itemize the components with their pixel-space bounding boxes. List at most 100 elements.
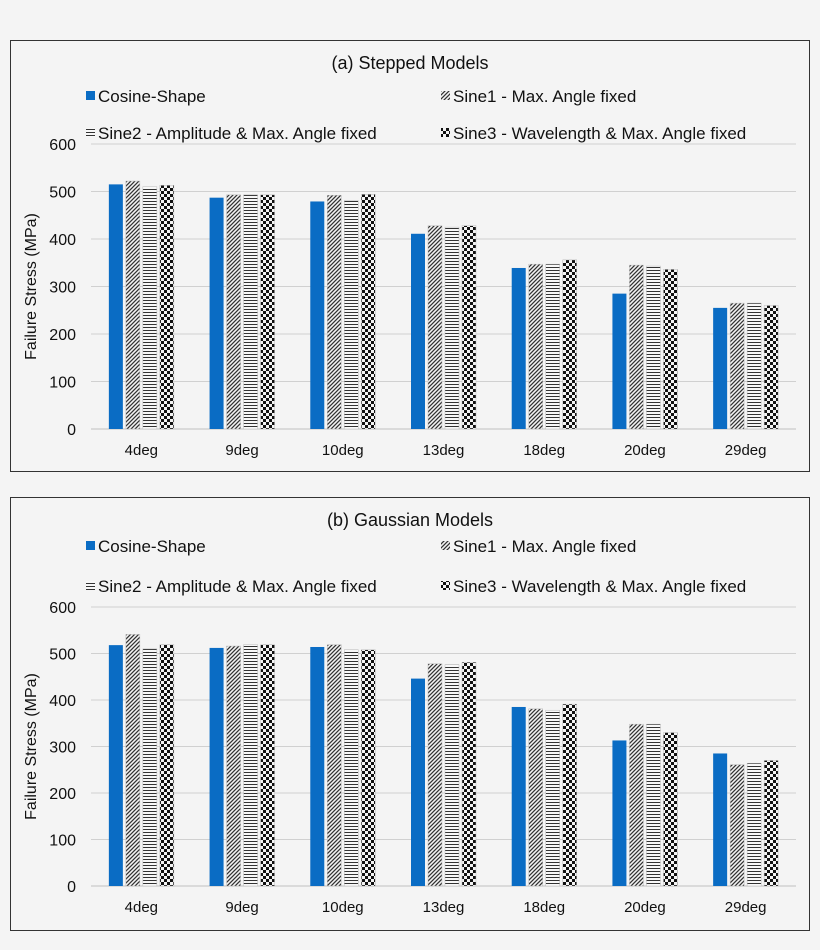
- bar-checkerboard: [763, 760, 779, 887]
- legend-label: Cosine-Shape: [98, 537, 206, 556]
- bar-diagonal-hatch: [729, 764, 745, 887]
- chart-panel-stepped: (a) Stepped Models Cosine-Shape Sine1 - Ma…: [10, 40, 810, 472]
- bar-checkerboard: [361, 649, 376, 887]
- chart-svg: (b) Gaussian Models Cosine-Shape Sine1 - M…: [23, 510, 796, 916]
- legend-swatch: [86, 128, 95, 137]
- bar-solid-blue: [209, 647, 224, 886]
- x-tick-label: 20deg: [624, 899, 666, 916]
- bar-checkerboard: [159, 644, 175, 887]
- y-tick-label: 0: [67, 422, 76, 439]
- bar-solid-blue: [511, 267, 526, 429]
- bar-solid-blue: [209, 197, 224, 429]
- bar-diagonal-hatch: [528, 708, 543, 887]
- bar-horizontal-lines: [142, 186, 158, 430]
- chart-panel-gaussian: (b) Gaussian Models Cosine-Shape Sine1 - M…: [10, 497, 810, 931]
- y-tick-label: 600: [49, 600, 76, 617]
- x-tick-label: 9deg: [225, 442, 258, 459]
- bar-solid-blue: [108, 184, 123, 429]
- bar-horizontal-lines: [344, 649, 359, 887]
- bar-checkerboard: [562, 703, 577, 887]
- bar-checkerboard: [461, 225, 477, 430]
- bar-diagonal-hatch: [629, 723, 644, 887]
- bar-diagonal-hatch: [729, 302, 745, 430]
- x-tick-label: 10deg: [322, 442, 364, 459]
- bar-solid-blue: [713, 753, 728, 886]
- bar-diagonal-hatch: [125, 634, 141, 887]
- bar-horizontal-lines: [344, 200, 359, 430]
- chart-title: (a) Stepped Models: [331, 53, 488, 73]
- y-tick-label: 200: [49, 327, 76, 344]
- bar-diagonal-hatch: [427, 663, 443, 887]
- bar-solid-blue: [612, 293, 627, 429]
- bar-horizontal-lines: [545, 263, 560, 430]
- bar-diagonal-hatch: [427, 225, 443, 430]
- legend-swatch: [441, 541, 450, 550]
- y-tick-label: 300: [49, 740, 76, 757]
- bar-solid-blue: [713, 307, 728, 429]
- bar-horizontal-lines: [444, 664, 460, 887]
- x-tick-label: 18deg: [523, 899, 565, 916]
- legend-label: Sine3 - Wavelength & Max. Angle fixed: [453, 124, 746, 143]
- x-tick-label: 13deg: [423, 899, 465, 916]
- legend-swatch: [441, 91, 450, 100]
- bar-solid-blue: [310, 646, 325, 886]
- y-tick-label: 100: [49, 833, 76, 850]
- bar-checkerboard: [562, 259, 577, 430]
- x-tick-label: 18deg: [523, 442, 565, 459]
- bar-checkerboard: [260, 644, 275, 887]
- legend-swatch: [86, 91, 95, 100]
- bar-horizontal-lines: [243, 194, 258, 430]
- legend-swatch: [441, 128, 450, 137]
- bar-checkerboard: [461, 662, 477, 887]
- bar-diagonal-hatch: [629, 264, 644, 430]
- x-tick-label: 10deg: [322, 899, 364, 916]
- y-tick-label: 500: [49, 185, 76, 202]
- y-tick-label: 600: [49, 137, 76, 154]
- bar-solid-blue: [511, 706, 526, 886]
- y-tick-label: 500: [49, 647, 76, 664]
- legend-label: Cosine-Shape: [98, 87, 206, 106]
- y-tick-label: 300: [49, 280, 76, 297]
- legend-label: Sine2 - Amplitude & Max. Angle fixed: [98, 124, 377, 143]
- bar-checkerboard: [663, 269, 678, 430]
- bar-horizontal-lines: [444, 226, 460, 430]
- bar-checkerboard: [159, 185, 175, 430]
- bar-checkerboard: [361, 194, 376, 430]
- y-tick-label: 0: [67, 879, 76, 896]
- bar-checkerboard: [260, 194, 275, 430]
- legend-label: Sine1 - Max. Angle fixed: [453, 87, 636, 106]
- legend-label: Sine1 - Max. Angle fixed: [453, 537, 636, 556]
- bar-diagonal-hatch: [327, 644, 342, 887]
- y-tick-label: 400: [49, 693, 76, 710]
- bar-diagonal-hatch: [226, 645, 241, 887]
- bar-horizontal-lines: [142, 648, 158, 887]
- x-tick-label: 13deg: [423, 442, 465, 459]
- bar-checkerboard: [763, 305, 779, 430]
- bar-horizontal-lines: [646, 723, 661, 887]
- y-tick-label: 200: [49, 786, 76, 803]
- legend-label: Sine2 - Amplitude & Max. Angle fixed: [98, 577, 377, 596]
- chart-svg: (a) Stepped Models Cosine-Shape Sine1 - Ma…: [23, 53, 796, 459]
- x-tick-label: 4deg: [125, 899, 158, 916]
- bar-solid-blue: [411, 678, 425, 886]
- legend-swatch: [441, 581, 450, 590]
- bar-solid-blue: [612, 740, 627, 886]
- y-tick-label: 400: [49, 232, 76, 249]
- legend-swatch: [86, 541, 95, 550]
- bar-horizontal-lines: [243, 644, 258, 887]
- x-tick-label: 20deg: [624, 442, 666, 459]
- legend-swatch: [86, 581, 95, 590]
- x-tick-label: 29deg: [725, 899, 767, 916]
- bar-solid-blue: [108, 645, 123, 886]
- bar-horizontal-lines: [545, 709, 560, 887]
- bar-solid-blue: [310, 201, 325, 429]
- y-axis-label: Failure Stress (MPa): [23, 213, 40, 360]
- x-tick-label: 9deg: [225, 899, 258, 916]
- bar-diagonal-hatch: [528, 263, 543, 430]
- bar-horizontal-lines: [746, 302, 762, 430]
- bar-horizontal-lines: [646, 265, 661, 430]
- chart-title: (b) Gaussian Models: [327, 510, 493, 530]
- bar-diagonal-hatch: [125, 180, 141, 430]
- y-tick-label: 100: [49, 375, 76, 392]
- y-axis-label: Failure Stress (MPa): [23, 673, 40, 820]
